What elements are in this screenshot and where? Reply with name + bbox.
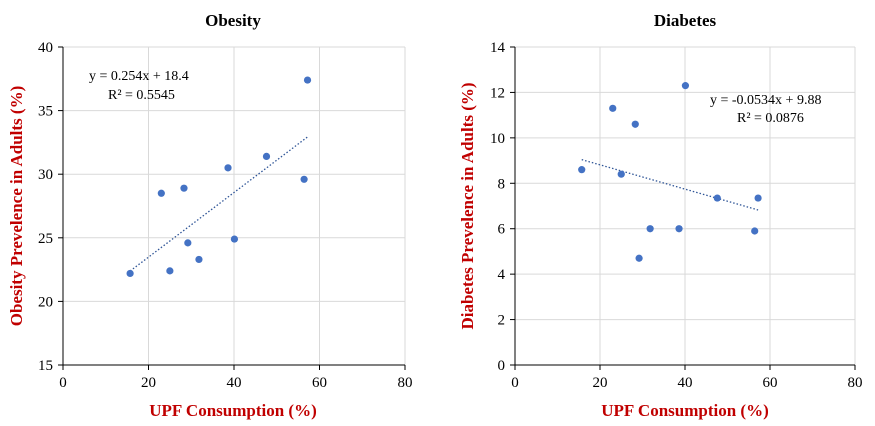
- y-tick-label: 0: [498, 358, 506, 374]
- x-tick-label: 0: [59, 375, 67, 391]
- trendline: [129, 136, 308, 272]
- x-tick-label: 60: [763, 375, 778, 391]
- x-tick-label: 40: [678, 375, 693, 391]
- trendline-group: [581, 159, 759, 211]
- data-point: [195, 255, 203, 264]
- r-squared-label: R² = 0.5545: [108, 88, 175, 103]
- data-point: [180, 184, 188, 192]
- x-tick-label: 60: [312, 375, 327, 391]
- y-tick-label: 8: [498, 176, 506, 192]
- data-point: [631, 120, 639, 128]
- y-tick-label: 35: [38, 104, 53, 120]
- data-point: [184, 239, 192, 247]
- data-point: [617, 170, 625, 178]
- data-point: [126, 269, 134, 278]
- x-tick-labels: 0 20 40 60 80: [59, 375, 412, 391]
- x-tick-label: 20: [141, 375, 156, 391]
- y-tick-label: 12: [490, 85, 505, 101]
- data-points: [126, 76, 312, 278]
- x-tick-label: 80: [398, 375, 413, 391]
- y-axis-title: Obesity Prevelence in Adults (%): [7, 86, 26, 327]
- y-tick-label: 25: [38, 231, 53, 247]
- data-point: [230, 235, 239, 243]
- y-tick-label: 40: [38, 40, 53, 56]
- data-point: [262, 152, 271, 160]
- data-point: [300, 175, 308, 183]
- data-point: [224, 164, 232, 172]
- data-points: [578, 82, 762, 262]
- y-tick-label: 30: [38, 167, 53, 183]
- data-point: [751, 227, 759, 235]
- data-point: [635, 254, 643, 262]
- data-point: [166, 267, 174, 275]
- r-squared-label: R² = 0.0876: [737, 111, 804, 126]
- data-point: [713, 194, 721, 202]
- trendline: [581, 159, 759, 211]
- data-point: [681, 82, 690, 90]
- data-point: [675, 225, 683, 233]
- y-tick-label: 6: [498, 222, 506, 238]
- data-point: [646, 225, 654, 233]
- x-tick-label: 80: [848, 375, 863, 391]
- y-tick-label: 10: [490, 131, 505, 147]
- data-point: [754, 194, 762, 202]
- x-axis-title: UPF Consumption (%): [601, 401, 769, 420]
- data-point: [303, 76, 312, 84]
- diabetes-chart: Diabetes 0 2 4 6 8 10 12 14 0 20 40 60 80 y = -0.05…: [458, 11, 863, 420]
- x-tick-labels: 0 20 40 60 80: [511, 375, 862, 391]
- y-tick-label: 20: [38, 294, 53, 310]
- y-tick-labels: 0 2 4 6 8 10 12 14: [490, 40, 506, 374]
- trend-equation: y = -0.0534x + 9.88: [710, 93, 821, 108]
- y-tick-label: 14: [490, 40, 506, 56]
- data-point: [157, 189, 165, 197]
- axes: [510, 46, 856, 370]
- gridlines: [515, 46, 856, 365]
- x-tick-label: 20: [593, 375, 608, 391]
- data-point: [609, 104, 617, 112]
- y-tick-labels: 15 20 25 30 35 40: [38, 40, 53, 374]
- x-axis-title: UPF Consumption (%): [149, 401, 317, 420]
- axes: [58, 46, 406, 370]
- y-tick-label: 2: [498, 313, 506, 329]
- y-tick-label: 4: [498, 267, 506, 283]
- x-tick-label: 0: [511, 375, 519, 391]
- trendline-group: [129, 136, 308, 272]
- trend-equation: y = 0.254x + 18.4: [89, 69, 189, 84]
- chart-title: Obesity: [205, 11, 261, 30]
- y-tick-label: 15: [38, 358, 53, 374]
- y-axis-title: Diabetes Prevelence in Adults (%): [458, 82, 477, 329]
- obesity-chart: Obesity 15 20 25 30 35 40 0 20 40 60 80 y = 0.254…: [7, 11, 413, 420]
- chart-title: Diabetes: [654, 11, 717, 30]
- data-point: [578, 166, 586, 174]
- x-tick-label: 40: [227, 375, 242, 391]
